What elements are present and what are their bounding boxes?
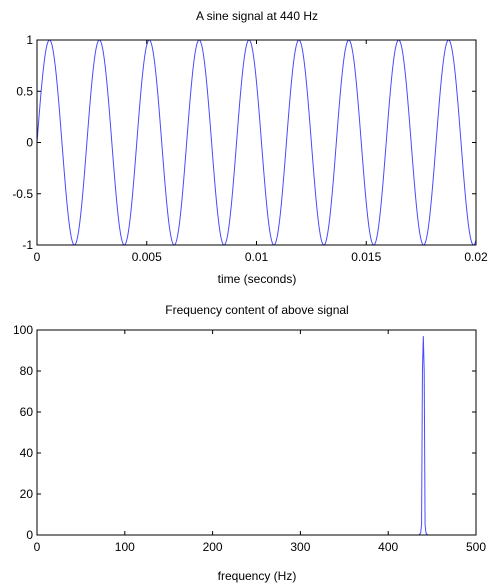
sine-y-tick-label: -1 xyxy=(22,238,33,252)
spectrum-y-tick-label: 40 xyxy=(20,446,34,460)
sine-chart: A sine signal at 440 Hz 0 0.005 0.01 0.015 0… xyxy=(12,9,488,286)
spectrum-x-tick-label: 100 xyxy=(115,540,135,554)
spectrum-x-tick-label: 400 xyxy=(378,540,398,554)
sine-x-tick-label: 0.015 xyxy=(351,250,381,264)
spectrum-x-tick-label: 0 xyxy=(34,540,41,554)
spectrum-x-axis-label: frequency (Hz) xyxy=(218,569,297,583)
sine-y-tick-label: -0.5 xyxy=(12,187,33,201)
spectrum-series-line xyxy=(37,336,476,536)
spectrum-axes-frame xyxy=(36,329,477,536)
sine-x-tick-label: 0.01 xyxy=(245,250,269,264)
spectrum-y-tick-label: 60 xyxy=(20,405,34,419)
spectrum-x-tick-label: 300 xyxy=(290,540,310,554)
sine-axes-frame xyxy=(36,39,477,246)
spectrum-x-tick-label: 200 xyxy=(203,540,223,554)
spectrum-plot-area xyxy=(37,336,476,536)
sine-x-axis-label: time (seconds) xyxy=(218,272,297,286)
spectrum-chart-title: Frequency content of above signal xyxy=(165,303,348,317)
sine-x-ticks: 0 0.005 0.01 0.015 0.02 xyxy=(34,40,488,264)
sine-y-tick-label: 1 xyxy=(26,33,33,47)
spectrum-y-tick-label: 100 xyxy=(13,323,33,337)
sine-chart-title: A sine signal at 440 Hz xyxy=(196,9,318,23)
spectrum-y-tick-label: 0 xyxy=(26,528,33,542)
spectrum-x-tick-label: 500 xyxy=(466,540,486,554)
sine-x-tick-label: 0 xyxy=(34,250,41,264)
spectrum-x-ticks: 0 100 200 300 400 500 xyxy=(34,330,486,554)
spectrum-y-tick-label: 20 xyxy=(20,487,34,501)
spectrum-chart: Frequency content of above signal 0 100 20… xyxy=(13,303,486,583)
spectrum-y-ticks: 0 20 40 60 80 100 xyxy=(13,323,476,542)
sine-y-tick-label: 0.5 xyxy=(16,84,33,98)
sine-x-tick-label: 0.005 xyxy=(132,250,162,264)
sine-y-tick-label: 0 xyxy=(26,136,33,150)
sine-y-ticks: -1 -0.5 0 0.5 1 xyxy=(12,33,476,252)
spectrum-y-tick-label: 80 xyxy=(20,364,34,378)
sine-x-tick-label: 0.02 xyxy=(464,250,488,264)
sine-plot-area xyxy=(36,39,477,246)
sine-series-line xyxy=(36,39,477,246)
